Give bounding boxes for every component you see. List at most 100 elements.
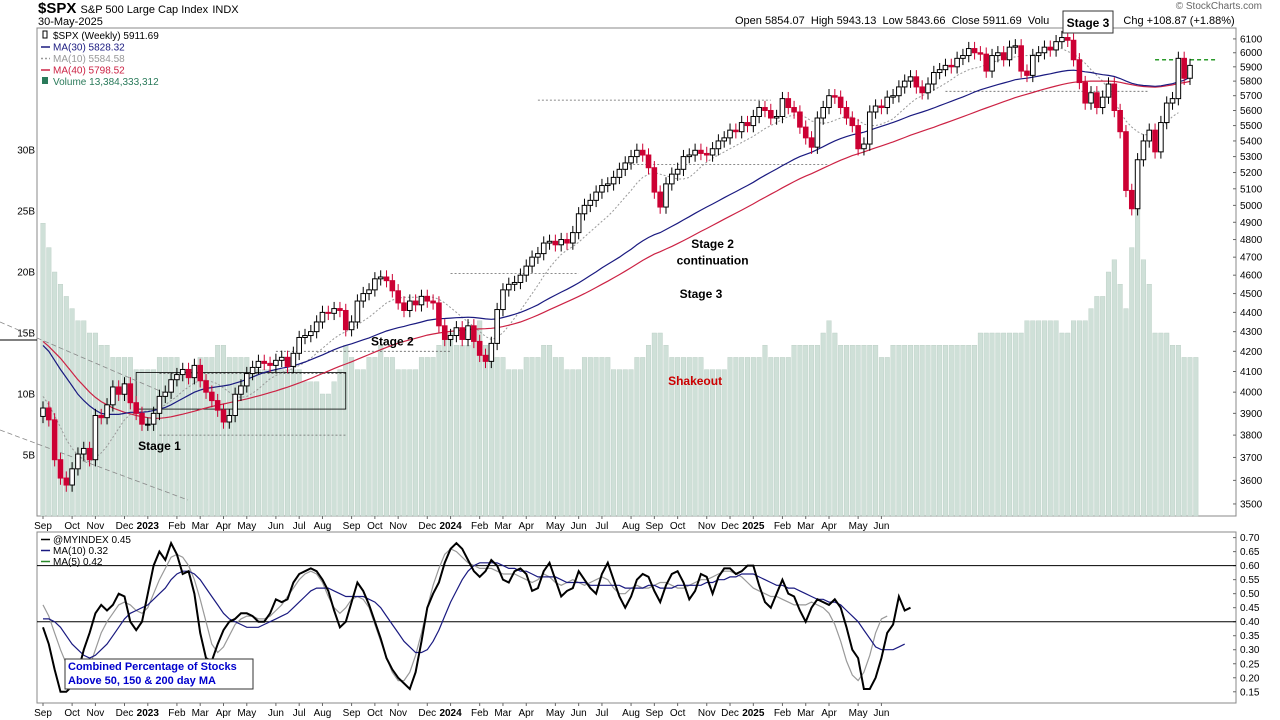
candle-body: [476, 340, 483, 356]
volume-bar: [581, 357, 587, 517]
candle-body: [319, 311, 326, 323]
volume-bar: [948, 345, 954, 517]
osc-x-month-label: Aug: [622, 708, 640, 719]
candle-body: [1035, 52, 1042, 57]
candle-body: [308, 331, 314, 337]
volume-bar: [1094, 296, 1100, 517]
x-month-label: Apr: [821, 521, 837, 532]
candle-body: [1117, 110, 1123, 133]
candle-body: [657, 191, 663, 208]
candle-body: [604, 183, 611, 187]
downtrend-line: [0, 429, 189, 501]
price-tick-label: 5300: [1240, 152, 1263, 163]
volume-bar: [1088, 308, 1094, 517]
volume-bar: [372, 357, 378, 517]
symbol-exchange: INDX: [212, 4, 239, 16]
x-month-label: Apr: [216, 521, 232, 532]
volume-tick-label: 30B: [17, 146, 35, 157]
x-month-label: May: [546, 521, 565, 532]
candle-body: [814, 117, 821, 148]
candle-body: [296, 336, 302, 354]
volume-bar: [733, 357, 739, 517]
candle-body: [983, 53, 990, 72]
osc-x-month-label: Jun: [571, 708, 587, 719]
volume-bar: [622, 369, 628, 517]
x-month-label: Jul: [293, 521, 306, 532]
candle-body: [366, 289, 372, 295]
price-tick-label: 6100: [1240, 34, 1263, 45]
candle-body: [995, 52, 1001, 57]
osc-x-month-label: Oct: [64, 708, 80, 719]
candle-body: [430, 300, 436, 304]
price-tick-label: 4400: [1240, 308, 1263, 319]
x-month-label: Apr: [518, 521, 534, 532]
candles: [40, 30, 1193, 492]
candle-body: [896, 86, 902, 97]
candle-body: [797, 111, 803, 128]
candle-body: [931, 72, 937, 85]
volume-bar: [220, 345, 226, 517]
volume-bar: [523, 357, 529, 517]
candle-body: [383, 276, 390, 282]
volume-bar: [832, 332, 838, 517]
volume-bar: [354, 369, 360, 517]
candle-body: [453, 327, 460, 337]
candle-body: [936, 69, 943, 74]
volume-bar: [349, 357, 355, 517]
candle-body: [191, 364, 198, 379]
osc-x-month-label: May: [546, 708, 565, 719]
volume-bar: [482, 345, 488, 517]
price-tick-label: 5000: [1240, 201, 1263, 212]
volume-bar: [413, 369, 419, 517]
x-month-label: May: [237, 521, 256, 532]
osc-x-month-label: Aug: [314, 708, 332, 719]
candle-body: [418, 295, 425, 306]
volume-bar: [628, 369, 634, 517]
candle-body: [348, 321, 355, 331]
candle-body: [354, 300, 361, 323]
candle-body: [849, 117, 856, 127]
symbol-name: S&P 500 Large Cap Index: [80, 4, 209, 16]
annotation-label: Stage 2: [691, 237, 734, 251]
candle-body: [878, 105, 885, 109]
candle-body: [1169, 98, 1176, 104]
osc-x-month-label: Apr: [216, 708, 232, 719]
candle-body: [1187, 64, 1193, 79]
candle-body: [651, 167, 658, 193]
volume-bar: [977, 332, 983, 517]
volume-bar: [360, 369, 366, 517]
candle-body: [738, 122, 745, 133]
legend-label: MA(40) 5798.52: [53, 66, 125, 77]
candle-body: [220, 409, 227, 423]
note-box: [64, 658, 254, 690]
volume-bar: [541, 345, 547, 517]
volume-bar: [430, 357, 436, 517]
candle-body: [75, 453, 81, 470]
volume-bar: [814, 345, 820, 517]
candle-body: [808, 137, 815, 148]
x-month-label: Mar: [494, 521, 512, 532]
volume-bar: [663, 345, 669, 517]
volume-bar: [506, 369, 512, 517]
candle-body: [727, 129, 733, 139]
candle-body: [698, 149, 704, 154]
candle-body: [1059, 37, 1065, 43]
volume-bar: [1100, 296, 1106, 517]
candle-body: [1094, 92, 1100, 109]
candle-body: [558, 239, 564, 246]
stage3-box: [1062, 10, 1114, 34]
candle-body: [954, 57, 960, 68]
candle-body: [255, 360, 262, 368]
annotation-label: Stage 1: [138, 439, 181, 453]
volume-bar: [1164, 332, 1170, 517]
candle-body: [209, 391, 215, 402]
volume-bar: [692, 357, 698, 517]
ma10-line: [42, 48, 1179, 463]
candle-body: [703, 152, 710, 156]
x-month-label: 2025: [742, 521, 765, 532]
symbol: $SPX: [38, 0, 77, 17]
downtrend-line: [0, 321, 166, 394]
candle-body: [919, 86, 925, 94]
volume-bar: [908, 345, 914, 517]
